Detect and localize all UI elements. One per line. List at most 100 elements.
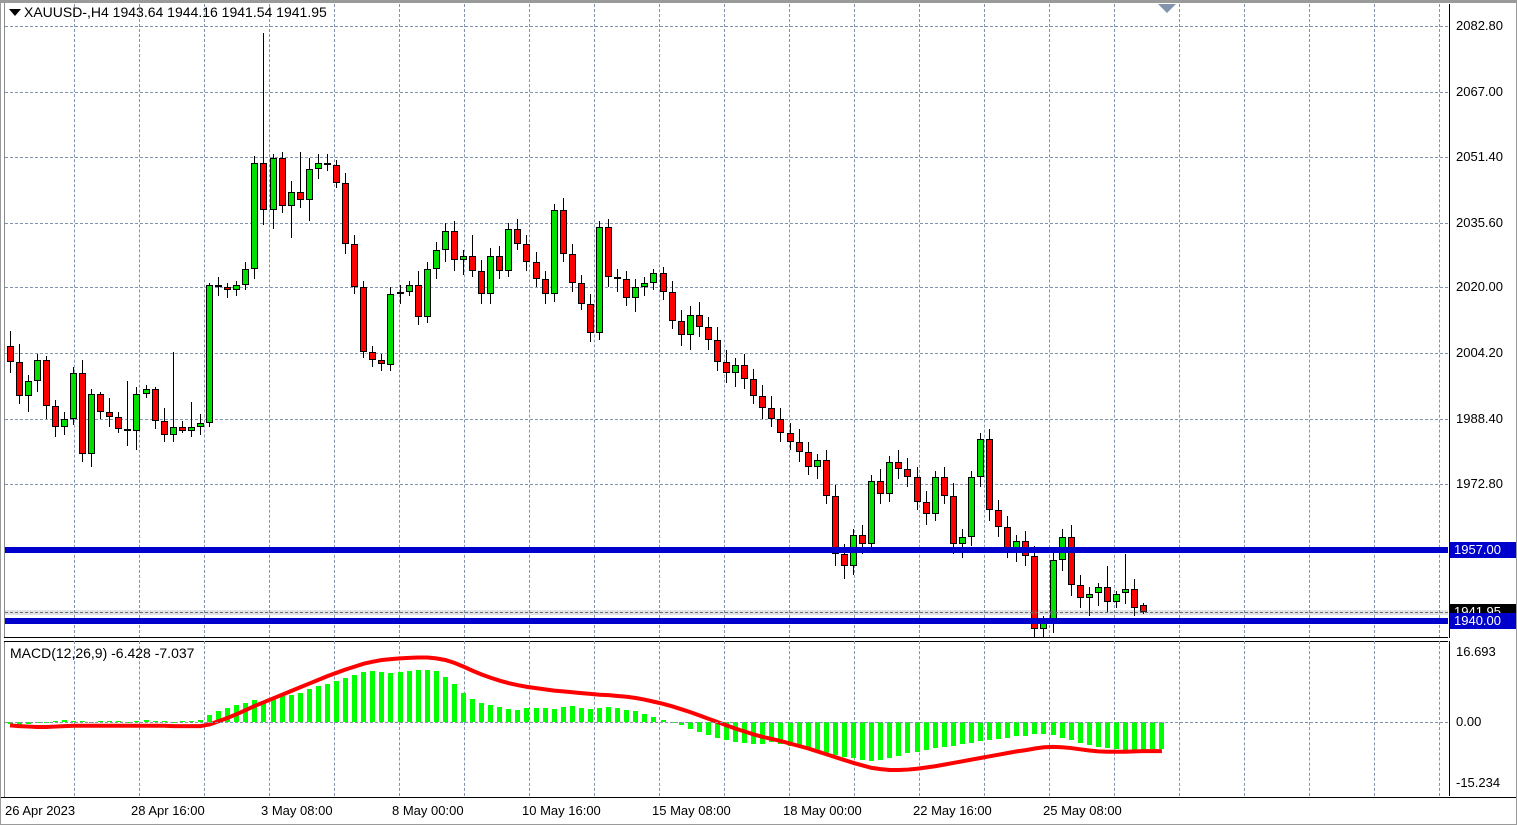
price-gridline-vertical [659,4,660,638]
candle-body [460,256,467,261]
horizontal-level-line[interactable] [5,617,1448,624]
candle-body [178,426,186,432]
macd-histogram-bar [678,722,684,726]
macd-histogram-bar [1050,722,1056,736]
candle-body [695,314,703,328]
horizontal-level-line[interactable] [5,546,1448,553]
macd-histogram-bar [379,671,385,722]
macd-histogram-bar [660,719,666,722]
candle-body [1085,593,1093,598]
macd-histogram-bar [497,707,503,722]
candle-wick [127,381,128,446]
macd-histogram-bar [1068,722,1074,741]
candle-body [550,210,558,294]
candle-body [759,395,767,409]
candle-body [314,162,322,169]
time-axis-label: 25 May 08:00 [1043,803,1122,818]
price-gridline-vertical [464,4,465,638]
candle-body [922,501,930,515]
candle-body [1031,556,1039,629]
macd-histogram-bar [506,708,512,722]
macd-histogram-bar [488,705,494,722]
macd-histogram-bar [832,722,838,756]
macd-histogram-bar [760,722,766,744]
macd-scale[interactable]: 16.693 0.00 -15.234 [1449,641,1517,796]
time-scale[interactable]: 26 Apr 2023 28 Apr 16:00 3 May 08:00 8 May … [0,797,1517,825]
price-gridline-vertical [139,4,140,638]
price-scale[interactable]: 2082.80 2067.00 2051.40 2035.60 2020.00 2004.… [1449,4,1517,638]
candle-body [777,418,785,434]
chart-position-marker-icon[interactable] [1158,4,1176,13]
macd-histogram-bar [851,722,856,759]
candle-wick [1098,583,1099,606]
macd-histogram-bar [687,722,693,729]
macd-histogram-bar [451,683,457,722]
candle-body [1094,587,1102,594]
price-scale-label: 2082.80 [1456,18,1503,33]
candle-body [713,339,721,363]
macd-histogram-bar [143,720,149,722]
candle-body [33,360,41,382]
candle-body [813,460,821,467]
macd-histogram-bar [633,711,639,722]
candle-body [559,210,567,255]
collapse-triangle-icon[interactable] [9,9,21,16]
price-gridline-vertical [204,4,205,638]
macd-histogram-bar [80,721,86,723]
macd-histogram-bar [315,686,321,722]
macd-histogram-bar [560,707,566,722]
panel-separator [4,637,1448,642]
price-gridline-vertical [594,4,595,638]
macd-histogram-bar [461,692,466,722]
candle-body [88,393,96,454]
candle-body [505,229,513,271]
price-gridline-vertical [1439,4,1440,638]
candle-body [995,510,1003,527]
candle-wick [617,268,618,292]
candle-body [831,495,839,554]
macd-histogram-bar [279,696,285,722]
candle-body [750,379,758,396]
candle-body [6,345,14,363]
macd-histogram-bar [569,706,575,722]
macd-histogram-bar [116,721,122,723]
macd-histogram-bar [987,722,993,741]
price-gridline-vertical [854,4,855,638]
level-price-badge: 1957.00 [1450,541,1517,558]
macd-histogram-bar [1023,722,1029,736]
macd-histogram-bar [1095,722,1101,747]
macd-histogram-bar [651,716,657,722]
candle-body [741,364,749,380]
price-chart-area[interactable] [5,4,1448,638]
candle-body [169,426,177,436]
candle-body [532,262,540,280]
macd-histogram-bar [479,702,485,722]
candle-wick [962,528,963,559]
candle-body [732,364,740,373]
macd-histogram-bar [397,671,403,722]
candle-body [342,183,350,244]
candle-body [940,476,948,496]
candle-body [931,476,939,515]
candle-body [840,553,848,567]
candle-body [251,162,259,269]
candle-body [1131,589,1139,609]
price-gridline [5,222,1448,224]
candle-body [51,406,59,427]
candle-wick [191,401,192,438]
macd-histogram-bar [306,689,312,722]
candle-body [160,420,168,436]
candle-wick [291,181,292,238]
price-gridline-vertical [919,4,920,638]
candle-body [949,495,957,544]
macd-chart-area[interactable] [5,641,1448,796]
price-scale-label: 1972.80 [1456,476,1503,491]
macd-histogram-bar [787,722,793,746]
candle-body [1122,589,1130,594]
macd-histogram-bar [152,720,158,722]
price-gridline-vertical [1114,4,1115,638]
macd-gridline-vertical [659,641,660,796]
macd-histogram-bar [334,680,340,722]
macd-histogram-bar [442,676,448,722]
candle-body [514,229,522,244]
